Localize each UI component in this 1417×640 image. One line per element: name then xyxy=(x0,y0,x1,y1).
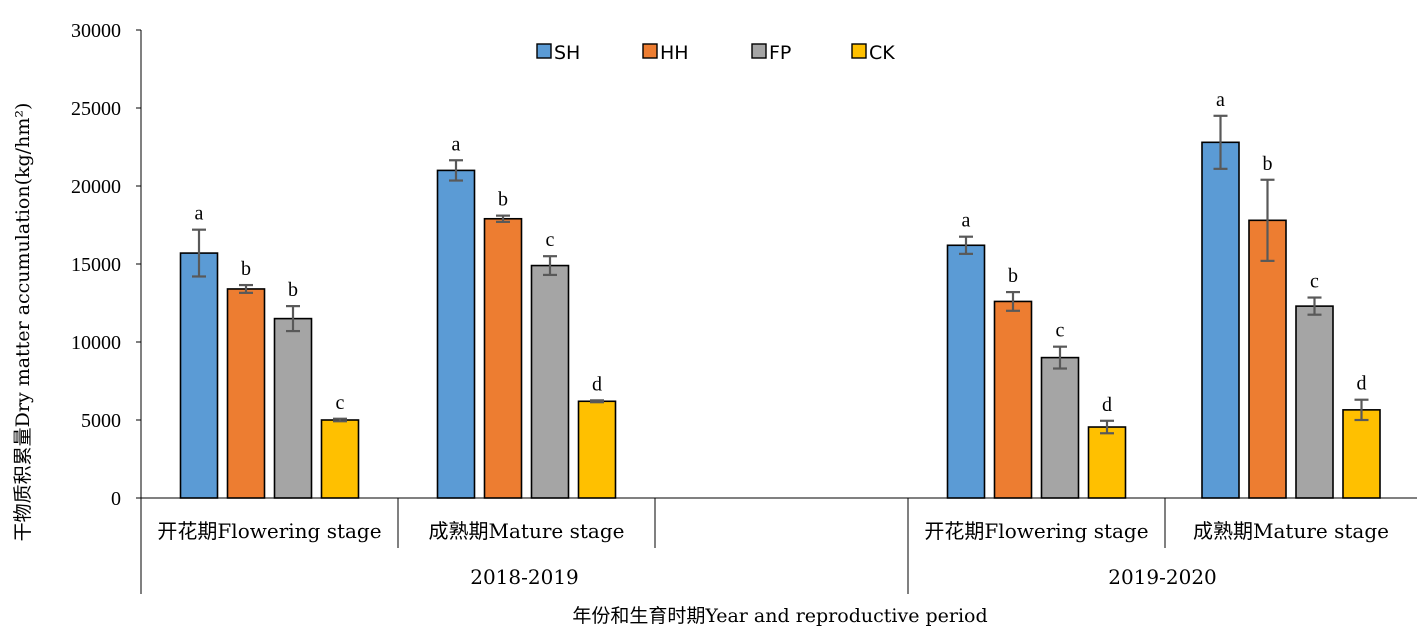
category-label: 成熟期Mature stage xyxy=(429,519,625,543)
bar-fp xyxy=(1040,356,1080,499)
significance-label: c xyxy=(1310,271,1319,293)
bar-fp xyxy=(530,264,570,499)
significance-label: b xyxy=(288,279,298,301)
bar-hh xyxy=(483,217,523,499)
bar-sh xyxy=(1201,141,1240,499)
y-tick-label: 30000 xyxy=(71,20,121,42)
legend-swatch-hh xyxy=(642,43,658,59)
bar-sh xyxy=(946,244,986,499)
y-tick-label: 0 xyxy=(111,488,121,510)
y-tick-label: 5000 xyxy=(81,410,121,432)
bars-layer xyxy=(179,114,1381,499)
bar-ck xyxy=(1087,426,1127,499)
legend-label-fp: FP xyxy=(769,42,791,64)
y-tick-label: 20000 xyxy=(71,176,121,198)
legend: SH HH FP CK xyxy=(536,42,895,64)
bar-ck xyxy=(1342,409,1381,499)
category-label: 开花期Flowering stage xyxy=(157,519,381,543)
y-axis-title: 干物质积累量Dry matter accumulation(kg/hm²) xyxy=(12,103,34,542)
bar-sh xyxy=(436,169,476,499)
significance-label: a xyxy=(962,210,971,232)
significance-label: d xyxy=(1357,373,1367,395)
labels-layer: 0 5000 10000 15000 20000 25000 30000 开花期Floweri… xyxy=(71,20,1389,589)
significance-label: a xyxy=(195,203,204,225)
bar-sh xyxy=(179,252,219,499)
significance-label: b xyxy=(498,189,508,211)
significance-label: a xyxy=(1216,89,1225,111)
significance-label: c xyxy=(546,229,555,251)
x-axis-title: 年份和生育时期Year and reproductive period xyxy=(572,605,987,627)
significance-label: a xyxy=(452,133,461,155)
significance-label: d xyxy=(592,373,602,395)
category-label: 成熟期Mature stage xyxy=(1193,519,1389,543)
significance-label: b xyxy=(1008,265,1018,287)
legend-label-hh: HH xyxy=(660,42,689,64)
legend-swatch-sh xyxy=(536,43,552,59)
category-label: 开花期Flowering stage xyxy=(924,519,1148,543)
significance-label: b xyxy=(241,258,251,280)
bar-ck xyxy=(320,419,360,499)
bar-fp xyxy=(273,317,313,499)
year-label: 2018-2019 xyxy=(470,565,579,589)
y-tick-label: 10000 xyxy=(71,332,121,354)
bar-hh xyxy=(993,300,1033,499)
legend-swatch-fp xyxy=(751,43,767,59)
bar-hh xyxy=(1248,219,1287,499)
bar-hh xyxy=(226,288,266,499)
legend-swatch-ck xyxy=(851,43,867,59)
year-label: 2019-2020 xyxy=(1108,565,1217,589)
bar-fp xyxy=(1295,305,1334,499)
significance-label: c xyxy=(1056,320,1065,342)
significance-label: d xyxy=(1102,394,1112,416)
legend-label-ck: CK xyxy=(869,42,895,64)
significance-label: b xyxy=(1263,153,1273,175)
y-tick-label: 25000 xyxy=(71,98,121,120)
y-tick-label: 15000 xyxy=(71,254,121,276)
significance-label: c xyxy=(336,392,345,414)
legend-label-sh: SH xyxy=(554,42,580,64)
bar-ck xyxy=(577,400,617,499)
